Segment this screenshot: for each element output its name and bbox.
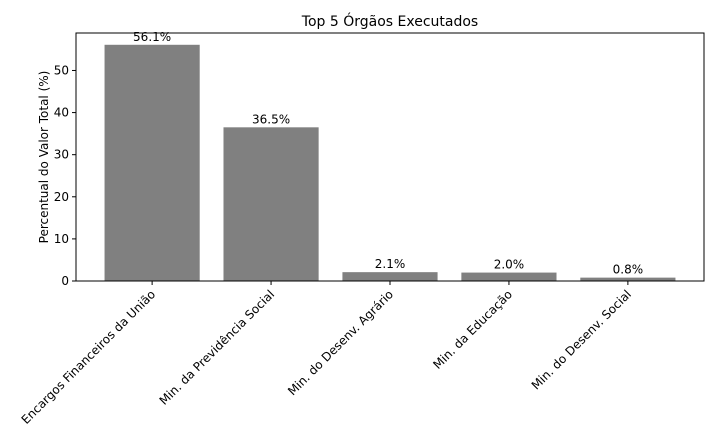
bar	[223, 127, 319, 281]
x-tick-label: Min. do Desenv. Social	[529, 287, 634, 392]
x-tick-label: Encargos Financeiros da União	[19, 287, 159, 427]
y-tick-label: 10	[54, 232, 69, 246]
y-tick-label: 40	[54, 106, 69, 120]
y-tick-label: 20	[54, 190, 69, 204]
y-tick-label: 0	[61, 274, 69, 288]
x-tick-label: Min. da Previdência Social	[157, 287, 278, 408]
bar	[461, 272, 557, 281]
chart-title: Top 5 Órgãos Executados	[301, 12, 478, 30]
x-tick-label: Min. do Desenv. Agrário	[285, 287, 396, 398]
plot-frame	[75, 32, 705, 282]
bar	[104, 44, 200, 281]
y-tick-label: 30	[54, 148, 69, 162]
y-axis-label: Percentual do Valor Total (%)	[37, 71, 51, 244]
value-label: 2.0%	[494, 258, 525, 272]
value-label: 36.5%	[252, 112, 290, 126]
bar	[580, 277, 676, 281]
value-label: 0.8%	[613, 263, 644, 277]
value-label: 56.1%	[133, 30, 171, 44]
value-label: 2.1%	[375, 257, 406, 271]
x-tick-label: Min. da Educação	[430, 287, 515, 372]
bar	[342, 272, 438, 281]
y-tick-label: 50	[54, 63, 69, 77]
